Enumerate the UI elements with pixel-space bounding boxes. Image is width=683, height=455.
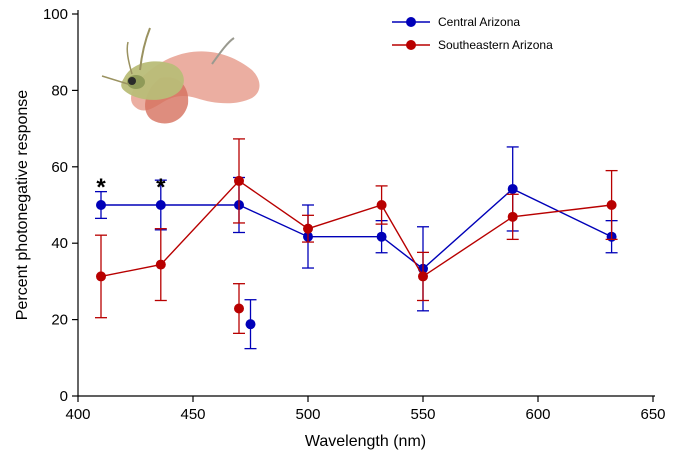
y-tick-label: 80 [51,82,68,99]
data-point [155,259,166,270]
y-tick-label: 100 [43,6,68,23]
legend-label: Central Arizona [438,15,520,29]
data-point-isolated [245,319,256,330]
legend-marker [406,40,416,50]
fairy-shrimp-icon [101,27,260,124]
data-point [376,231,387,242]
legend: Central Arizona Southeastern Arizona [392,15,553,52]
x-tick-label: 400 [65,406,90,423]
y-axis-label: Percent photonegative response [14,90,31,320]
axes: 400 450 500 550 600 650 0 20 40 60 80 100 [43,6,666,423]
x-tick-label: 550 [410,406,435,423]
legend-marker [406,17,416,27]
significance-asterisk: * [96,174,106,201]
y-tick-label: 20 [51,312,68,329]
data-point [234,175,244,186]
y-tick-label: 0 [60,388,68,405]
x-tick-label: 500 [295,406,320,423]
shrimp-eye [128,77,136,85]
shrimp-body [121,61,184,100]
y-tick-label: 40 [51,235,68,252]
x-axis-label: Wavelength (nm) [305,433,426,450]
data-point [507,183,518,194]
x-tick-label: 600 [525,406,550,423]
shrimp-antenna [126,41,133,75]
significance-asterisk: * [156,174,166,201]
data-point [303,223,313,234]
data-point [418,271,428,282]
data-point [96,200,106,210]
data-point-isolated [234,303,244,314]
data-point [507,211,518,222]
y-tick-label: 60 [51,159,68,176]
x-tick-label: 650 [640,406,665,423]
shrimp-illustration [101,27,260,124]
series-central-arizona [95,146,618,350]
shrimp-cercopod [211,37,235,65]
data-point [376,200,387,210]
data-point [155,200,166,210]
data-point [606,200,617,210]
x-tick-label: 450 [180,406,205,423]
legend-label: Southeastern Arizona [438,38,553,52]
series-line [100,180,612,278]
plot-area: * * [95,138,618,350]
data-point [96,271,106,282]
shrimp-antenna [101,75,129,85]
shrimp-antenna [139,27,151,71]
series-southeastern-arizona [95,138,618,335]
series-line [101,188,612,270]
